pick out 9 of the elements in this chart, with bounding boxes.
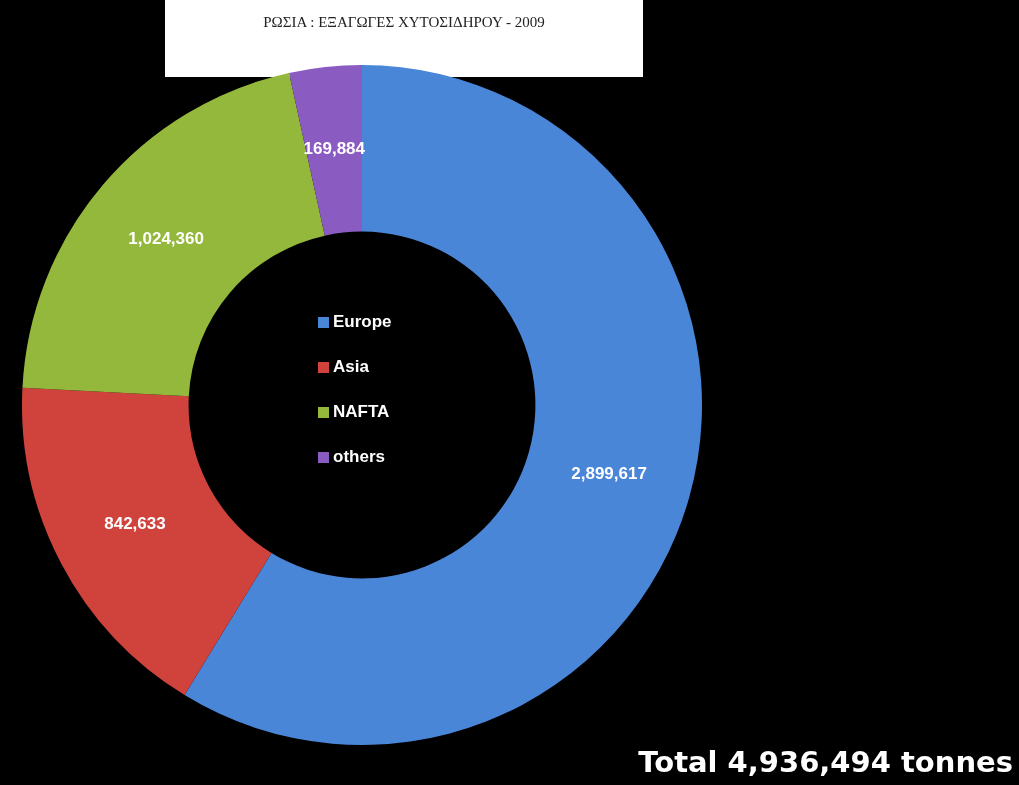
legend-label: NAFTA bbox=[333, 402, 390, 422]
chart-title: ΡΩΣΙΑ : ΕΞΑΓΩΓΕΣ ΧΥΤΟΣΙΔΗΡΟΥ - 2009 bbox=[165, 0, 643, 77]
legend-label: others bbox=[333, 447, 385, 467]
legend-label: Asia bbox=[333, 357, 369, 377]
data-label: 842,633 bbox=[104, 514, 166, 534]
legend-label: Europe bbox=[333, 312, 392, 332]
text: Total 4,936,494 tonnes bbox=[638, 745, 1013, 779]
data-label: 1,024,360 bbox=[128, 228, 204, 248]
data-label: 2,899,617 bbox=[571, 464, 647, 484]
